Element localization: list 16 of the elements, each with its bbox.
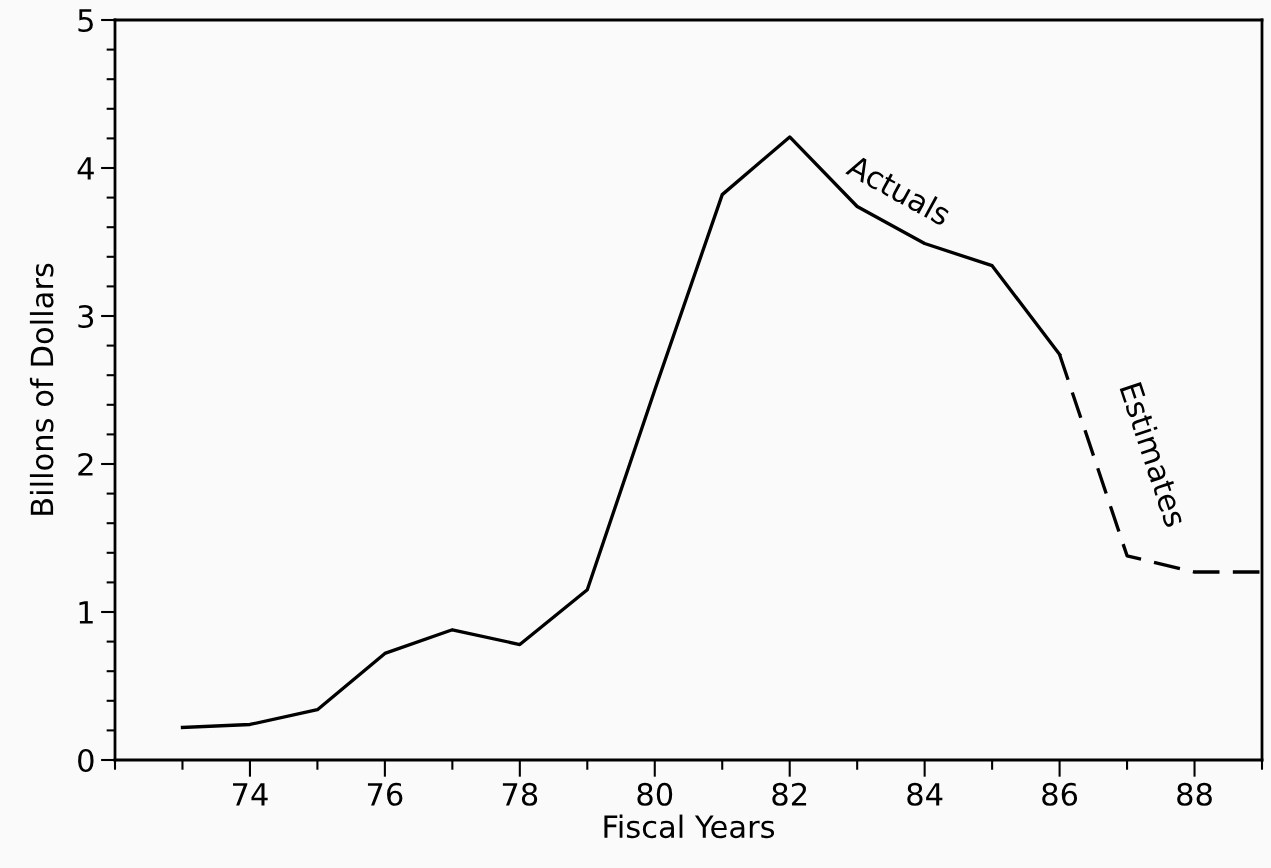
y-tick-label: 2 (78, 452, 93, 476)
x-tick-label: 80 (637, 782, 673, 806)
x-tick-label: 86 (1042, 782, 1078, 806)
y-tick-label: 0 (78, 748, 94, 773)
y-tick-label: 4 (77, 157, 94, 180)
y-tick-label: 3 (78, 304, 94, 329)
y-tick-label: 5 (78, 9, 93, 33)
x-tick-label: 84 (907, 782, 943, 806)
y-axis-title: Billons of Dollars (29, 263, 54, 515)
x-tick-label: 88 (1177, 782, 1212, 806)
x-tick-label: 78 (502, 782, 538, 806)
x-tick-label: 74 (233, 783, 268, 806)
x-tick-label: 76 (367, 782, 403, 806)
x-axis-title: Fiscal Years (604, 814, 775, 839)
y-tick-label: 1 (79, 601, 93, 624)
x-tick-label: 82 (772, 782, 807, 806)
